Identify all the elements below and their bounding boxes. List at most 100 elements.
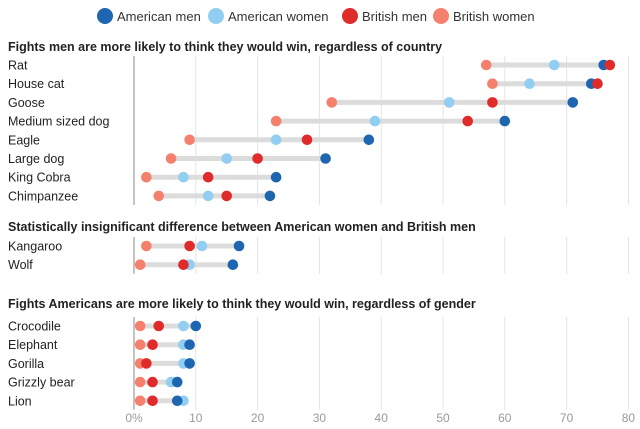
dot-goose-bw <box>326 97 338 108</box>
legend-british-men-swatch <box>342 8 358 24</box>
dot-chimpanzee-bw <box>153 190 165 202</box>
row-crocodile: Crocodile <box>8 320 202 334</box>
row-kangaroo: Kangaroo <box>8 240 245 254</box>
row-label-chimpanzee: Chimpanzee <box>8 189 78 203</box>
x-tick-10: 10 <box>189 411 203 425</box>
dot-medium-sized-dog-am <box>499 115 511 127</box>
row-elephant: Elephant <box>8 338 195 352</box>
sections: Fights men are more likely to think they… <box>8 40 616 408</box>
x-axis: 0% 10 20 30 40 50 60 70 80 <box>125 411 635 425</box>
dot-grizzly-bear-am <box>171 376 183 388</box>
row-label-goose: Goose <box>8 96 45 110</box>
dot-goose-bm <box>487 97 498 108</box>
dot-grizzly-bear-bw <box>134 376 146 388</box>
row-label-medium-sized-dog: Medium sized dog <box>8 115 109 129</box>
dot-goose-aw <box>443 97 455 108</box>
legend-british-women-swatch <box>433 8 449 24</box>
section-3: Fights Americans are more likely to thin… <box>8 297 476 408</box>
dot-chimpanzee-bm <box>221 190 232 202</box>
dot-medium-sized-dog-bm <box>462 115 474 127</box>
legend-british-men-label: British men <box>362 9 427 24</box>
row-label-crocodile: Crocodile <box>8 320 61 334</box>
row-label-grizzly-bear: Grizzly bear <box>8 376 75 390</box>
dot-gorilla-bm <box>141 358 152 369</box>
dot-crocodile-bw <box>134 320 146 332</box>
dot-gorilla-am <box>184 358 195 369</box>
x-tick-0: 0% <box>125 411 143 425</box>
dot-eagle-aw <box>270 134 282 146</box>
dot-large-dog-am <box>320 153 331 164</box>
dot-lion-bw <box>134 395 146 407</box>
row-grizzly-bear: Grizzly bear <box>8 376 183 390</box>
row-label-elephant: Elephant <box>8 338 58 352</box>
row-label-house-cat: House cat <box>8 77 65 91</box>
legend-british-women-label: British women <box>453 9 535 24</box>
legend-british-women: British women <box>433 8 535 24</box>
dot-king-cobra-bm <box>202 171 214 183</box>
legend-american-women: American women <box>208 8 328 24</box>
dot-crocodile-am <box>190 320 202 332</box>
x-tick-50: 50 <box>436 411 450 425</box>
dot-house-cat-bw <box>487 78 498 89</box>
dot-lion-bm <box>147 395 158 407</box>
dot-goose-am <box>567 97 579 108</box>
dot-wolf-am <box>227 259 239 271</box>
dot-medium-sized-dog-bw <box>270 115 282 127</box>
row-label-king-cobra: King Cobra <box>8 171 71 185</box>
x-tick-80: 80 <box>622 411 636 425</box>
dot-king-cobra-am <box>270 171 282 183</box>
row-label-gorilla: Gorilla <box>8 357 44 371</box>
legend-american-women-label: American women <box>228 9 328 24</box>
section-2-title: Statistically insignificant difference b… <box>8 220 476 234</box>
section-2: Statistically insignificant difference b… <box>8 220 476 272</box>
dot-house-cat-aw <box>524 78 535 89</box>
dot-king-cobra-aw <box>178 171 189 183</box>
row-medium-sized-dog: Medium sized dog <box>8 115 511 129</box>
section-3-title: Fights Americans are more likely to thin… <box>8 297 476 311</box>
dot-lion-am <box>171 395 183 407</box>
dot-kangaroo-aw <box>196 240 208 252</box>
row-label-large-dog: Large dog <box>8 152 64 166</box>
row-eagle: Eagle <box>8 133 375 147</box>
row-king-cobra: King Cobra <box>8 171 282 185</box>
x-tick-70: 70 <box>560 411 574 425</box>
legend-british-men: British men <box>342 8 427 24</box>
row-house-cat: House cat <box>8 77 603 91</box>
dot-house-cat-bm <box>592 78 603 89</box>
row-label-kangaroo: Kangaroo <box>8 240 62 254</box>
row-lion: Lion <box>8 394 189 408</box>
dot-eagle-am <box>363 134 375 146</box>
row-label-lion: Lion <box>8 394 32 408</box>
x-tick-40: 40 <box>375 411 389 425</box>
dot-rat-bm <box>604 59 616 71</box>
row-rat: Rat <box>8 59 616 73</box>
section-1-title: Fights men are more likely to think they… <box>8 40 442 54</box>
dot-kangaroo-bm <box>184 240 195 252</box>
legend: American men American women British men Bri… <box>97 8 535 24</box>
dot-crocodile-aw <box>178 320 189 332</box>
row-label-wolf: Wolf <box>8 258 33 272</box>
section-1: Fights men are more likely to think they… <box>8 40 616 203</box>
row-chimpanzee: Chimpanzee <box>8 189 276 203</box>
dot-large-dog-bm <box>252 153 263 164</box>
dot-chimpanzee-aw <box>202 190 214 202</box>
dot-eagle-bw <box>184 134 195 146</box>
dot-elephant-am <box>184 339 195 351</box>
x-tick-20: 20 <box>251 411 265 425</box>
legend-american-men-label: American men <box>117 9 201 24</box>
dot-kangaroo-bw <box>141 240 152 252</box>
legend-american-men: American men <box>97 8 201 24</box>
legend-american-men-swatch <box>97 8 113 24</box>
dot-grizzly-bear-bm <box>147 376 158 388</box>
x-tick-30: 30 <box>313 411 327 425</box>
dot-king-cobra-bw <box>141 171 152 183</box>
dot-elephant-bw <box>134 339 146 351</box>
dot-medium-sized-dog-aw <box>369 115 381 127</box>
row-large-dog: Large dog <box>8 152 331 166</box>
dot-wolf-bm <box>178 259 189 271</box>
row-label-rat: Rat <box>8 59 28 73</box>
dot-rat-bw <box>480 59 492 71</box>
row-goose: Goose <box>8 96 579 110</box>
legend-american-women-swatch <box>208 8 224 24</box>
